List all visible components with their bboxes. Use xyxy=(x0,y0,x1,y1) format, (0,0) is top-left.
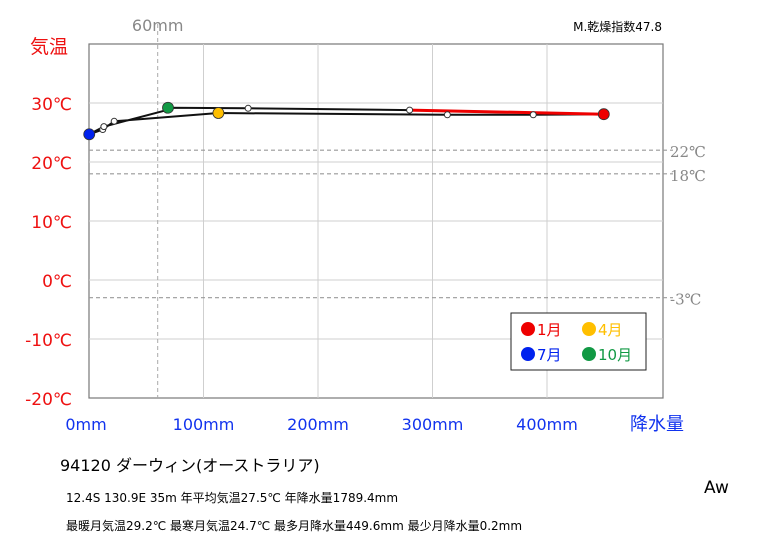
station-stats-line1: 12.4S 130.9E 35m 年平均気温27.5℃ 年降水量1789.4mm xyxy=(66,491,399,505)
month-point-7 xyxy=(83,128,96,141)
reference-label-y: 18℃ xyxy=(670,167,706,185)
x-tick-label: 0mm xyxy=(65,415,106,434)
legend-swatch-10 xyxy=(582,347,596,361)
month-point-10 xyxy=(162,101,174,114)
month-point-1 xyxy=(597,108,610,121)
legend-label-4: 4月 xyxy=(598,321,623,339)
reference-label-y: 22℃ xyxy=(670,143,706,161)
closing-segment xyxy=(409,108,604,116)
reference-label-x: 60mm xyxy=(132,16,184,35)
month-point-8 xyxy=(100,123,108,131)
climograph-line xyxy=(88,106,604,136)
month-point-2 xyxy=(529,111,537,119)
y-tick-label: 20℃ xyxy=(31,154,72,174)
month-point-5 xyxy=(110,117,118,125)
reference-label-y: -3℃ xyxy=(670,291,701,309)
legend-swatch-1 xyxy=(521,322,535,336)
legend-label-1: 1月 xyxy=(537,321,562,339)
legend-swatch-7 xyxy=(521,347,535,361)
station-name: 94120 ダーウィン(オーストラリア) xyxy=(60,456,320,475)
x-tick-label: 100mm xyxy=(173,415,235,434)
y-tick-label: 10℃ xyxy=(31,213,72,233)
x-axis-title: 降水量 xyxy=(630,414,684,435)
legend-label-7: 7月 xyxy=(537,346,562,364)
month-point-11 xyxy=(244,104,252,112)
station-stats-line2: 最暖月気温29.2℃ 最寒月気温24.7℃ 最多月降水量449.6mm 最少月降… xyxy=(66,519,523,533)
x-tick-label: 400mm xyxy=(516,415,578,434)
y-axis-title: 気温 xyxy=(30,36,68,58)
legend-box xyxy=(510,312,647,371)
month-point-3 xyxy=(443,111,451,119)
month-point-12 xyxy=(406,106,414,114)
legend-label-10: 10月 xyxy=(598,346,632,364)
month-point-4 xyxy=(212,107,225,119)
legend-swatch-4 xyxy=(582,322,596,336)
x-tick-label: 300mm xyxy=(402,415,464,434)
aridity-index: M.乾燥指数47.8 xyxy=(573,19,662,34)
y-tick-label: -20℃ xyxy=(25,390,72,410)
climate-class: Aw xyxy=(704,478,729,498)
x-tick-label: 200mm xyxy=(287,415,349,434)
y-tick-label: 0℃ xyxy=(42,272,72,292)
y-tick-label: 30℃ xyxy=(31,95,72,115)
y-tick-label: -10℃ xyxy=(25,331,72,351)
